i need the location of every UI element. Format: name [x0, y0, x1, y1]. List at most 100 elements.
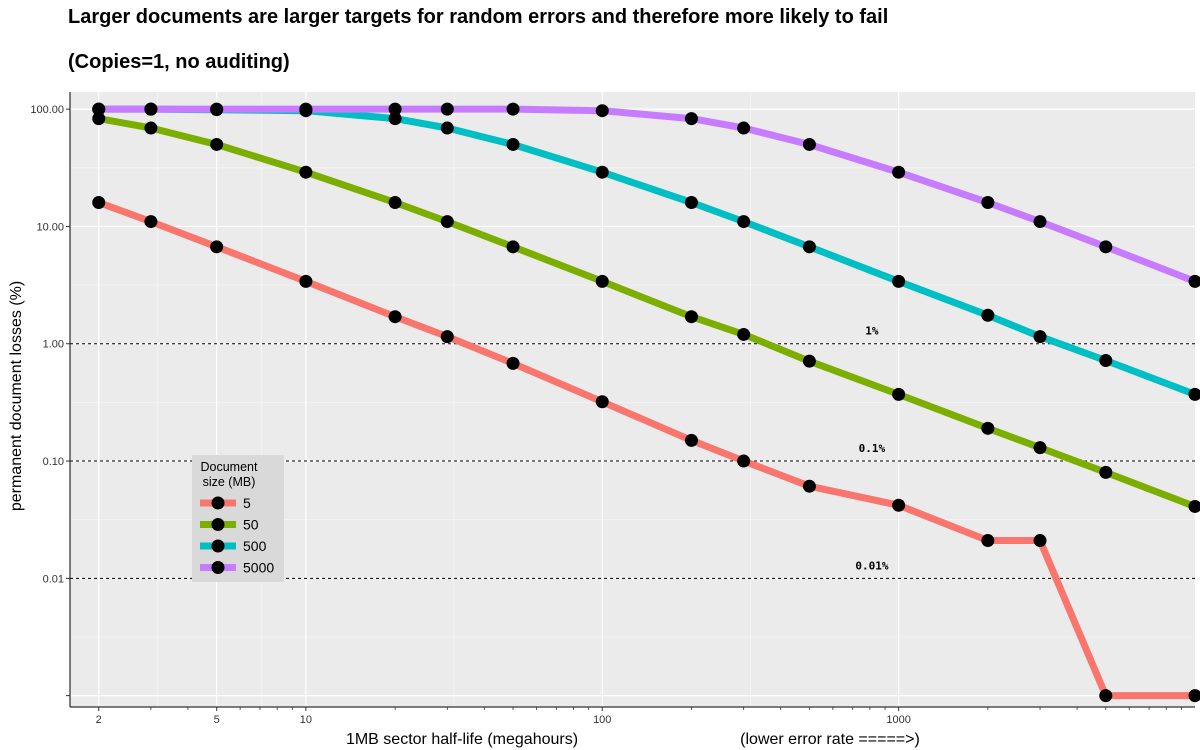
chart-subtitle: (Copies=1, no auditing)	[68, 51, 290, 73]
series-lines	[97, 105, 1197, 700]
legend-title: Document	[201, 460, 258, 474]
series-line-5	[97, 199, 1195, 700]
data-point-500	[981, 308, 995, 322]
data-point-50	[1188, 499, 1200, 513]
data-point-5	[144, 215, 158, 229]
series-line-50	[98, 115, 1197, 510]
data-point-5000	[1033, 215, 1047, 229]
data-point-5	[1099, 689, 1113, 703]
series-line-5000	[98, 105, 1197, 285]
data-point-5	[737, 454, 751, 468]
reference-label: 0.1%	[859, 442, 886, 455]
chart-title: Larger documents are larger targets for …	[68, 6, 889, 28]
y-tick-label: 0.10	[43, 456, 64, 468]
reference-label: 1%	[865, 325, 879, 338]
data-point-50	[299, 165, 313, 179]
legend: Document size (MB) 5 50 500 5000	[192, 455, 284, 582]
data-point-5	[802, 479, 816, 493]
data-point-50	[506, 240, 520, 254]
legend-label-5000: 5000	[243, 560, 274, 576]
data-point-5000	[440, 102, 454, 116]
data-point-5	[595, 395, 609, 409]
x-tick-label: 5	[214, 714, 220, 726]
data-point-5000	[144, 102, 158, 116]
data-point-5	[92, 195, 106, 209]
data-point-500	[802, 240, 816, 254]
data-point-5000	[388, 102, 402, 116]
data-point-500	[1033, 330, 1047, 344]
x-tick-label: 2	[96, 714, 102, 726]
x-axis-label: 1MB sector half-life (megahours)	[346, 731, 578, 748]
legend-items: 5 50 500 5000	[200, 495, 274, 576]
legend-title-line-2: size (MB)	[203, 475, 256, 489]
data-point-500	[737, 215, 751, 229]
y-tick-label: 100.00	[30, 104, 64, 116]
legend-label-50: 50	[243, 517, 259, 533]
data-point-5	[684, 433, 698, 447]
data-point-50	[92, 112, 106, 126]
legend-marker-500	[211, 539, 225, 553]
data-point-5000	[1099, 240, 1113, 254]
data-point-5000	[802, 137, 816, 151]
legend-box	[192, 455, 284, 582]
data-point-5	[506, 356, 520, 370]
data-point-5000	[506, 102, 520, 116]
data-point-5000	[595, 104, 609, 118]
legend-label-5: 5	[243, 495, 251, 511]
data-point-5000	[892, 165, 906, 179]
data-point-5	[388, 310, 402, 324]
data-point-5000	[1188, 274, 1200, 288]
data-point-50	[892, 387, 906, 401]
data-point-500	[595, 165, 609, 179]
data-point-50	[981, 421, 995, 435]
plot-panel	[70, 92, 1195, 707]
data-point-500	[506, 137, 520, 151]
data-point-500	[892, 274, 906, 288]
data-point-5000	[684, 112, 698, 126]
data-point-500	[1099, 353, 1113, 367]
data-point-50	[1099, 465, 1113, 479]
data-point-5000	[210, 102, 224, 116]
legend-marker-5000	[211, 561, 225, 574]
data-point-50	[1033, 441, 1047, 455]
series-points	[92, 102, 1200, 703]
data-point-5000	[981, 195, 995, 209]
data-point-5	[892, 498, 906, 512]
reference-label: 0.01%	[855, 559, 888, 572]
data-point-500	[684, 195, 698, 209]
data-point-500	[1188, 387, 1200, 401]
data-point-500	[388, 112, 402, 126]
data-point-50	[684, 310, 698, 324]
data-point-5	[440, 330, 454, 344]
data-point-50	[595, 274, 609, 288]
y-tick-label: 10.00	[36, 221, 64, 233]
data-point-5	[981, 534, 995, 548]
x-axis: 2 5 10 100 1000	[70, 706, 1195, 726]
x-axis-note: (lower error rate =====>)	[740, 731, 920, 748]
data-point-50	[144, 121, 158, 135]
data-point-50	[737, 327, 751, 341]
data-point-50	[440, 215, 454, 229]
y-axis: 100.00 10.00 1.00 0.10 0.01	[30, 92, 71, 707]
data-point-5000	[92, 102, 106, 116]
data-point-50	[802, 354, 816, 368]
data-point-500	[440, 121, 454, 135]
data-point-5	[210, 240, 224, 254]
data-point-5	[1188, 689, 1200, 703]
legend-marker-50	[211, 518, 225, 531]
data-point-5	[299, 274, 313, 288]
legend-label-500: 500	[243, 538, 267, 554]
x-tick-label: 1000	[886, 714, 910, 726]
data-point-5000	[737, 121, 751, 135]
minor-gridlines	[70, 92, 1195, 707]
x-tick-label: 100	[593, 714, 611, 726]
data-point-5	[1033, 534, 1047, 548]
y-tick-label: 0.01	[43, 573, 64, 585]
data-point-50	[388, 195, 402, 209]
legend-marker-5	[211, 496, 225, 510]
data-point-50	[210, 137, 224, 151]
y-axis-label: permanent document losses (%)	[8, 281, 25, 511]
y-tick-label: 1.00	[43, 339, 64, 351]
reference-labels: 1% 0.1% 0.01%	[855, 325, 888, 573]
